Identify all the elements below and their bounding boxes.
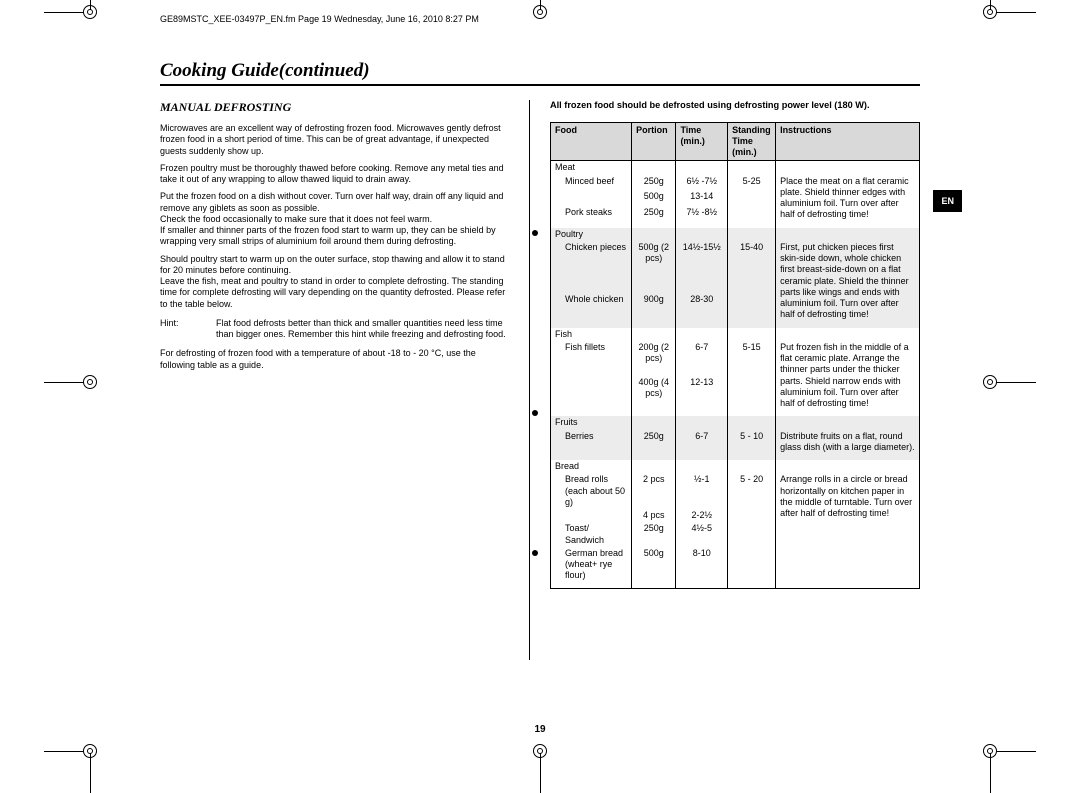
body-text: Frozen poultry must be thoroughly thawed… xyxy=(160,163,511,186)
body-text: Should poultry start to warm up on the o… xyxy=(160,254,511,277)
table-cell: 5 - 10 xyxy=(728,430,776,455)
hint-body: Flat food defrosts better than thick and… xyxy=(216,318,511,341)
body-text: Leave the fish, meat and poultry to stan… xyxy=(160,276,511,310)
body-text: If smaller and thinner parts of the froz… xyxy=(160,225,511,248)
crop-mark xyxy=(978,0,1002,24)
table-cell: 400g (4 pcs) xyxy=(632,376,676,411)
table-cell: 6½ -7½ xyxy=(676,175,728,191)
hint-label: Hint: xyxy=(160,318,216,341)
table-header: Standing Time(min.) xyxy=(728,122,776,161)
table-cell: 200g (2 pcs) xyxy=(632,341,676,376)
table-cell xyxy=(728,509,776,522)
table-cell: 15-40 xyxy=(728,241,776,293)
crop-mark xyxy=(978,739,1002,763)
table-cell: 6-7 xyxy=(676,430,728,455)
crop-mark xyxy=(978,370,1002,394)
table-cell: 28-30 xyxy=(676,293,728,321)
table-cell: ½-1 xyxy=(676,473,728,509)
table-cell: 4½-5 xyxy=(676,522,728,547)
table-instructions: Distribute fruits on a flat, round glass… xyxy=(776,430,920,455)
table-cell: 4 pcs xyxy=(632,509,676,522)
table-header: Portion xyxy=(632,122,676,161)
table-cell: 12-13 xyxy=(676,376,728,411)
crop-mark xyxy=(78,370,102,394)
table-group: Meat xyxy=(550,161,631,175)
page-number: 19 xyxy=(534,724,545,735)
table-cell: 900g xyxy=(632,293,676,321)
table-cell: 500g xyxy=(632,547,676,583)
table-cell: Minced beef xyxy=(550,175,631,191)
table-cell: Pork steaks xyxy=(550,206,631,222)
table-group: Poultry xyxy=(550,228,631,241)
table-group: Fruits xyxy=(550,416,631,429)
table-cell xyxy=(728,547,776,583)
section-heading: MANUAL DEFROSTING xyxy=(160,100,511,115)
content: Cooking Guide(continued) EN MANUAL DEFRO… xyxy=(160,60,920,733)
table-intro: All frozen food should be defrosted usin… xyxy=(550,100,920,112)
table-instructions: First, put chicken pieces first skin-sid… xyxy=(776,241,920,322)
table-cell xyxy=(728,190,776,206)
table-cell: 250g xyxy=(632,175,676,191)
table-header: Food xyxy=(550,122,631,161)
table-cell: 500g xyxy=(632,190,676,206)
table-header: Instructions xyxy=(776,122,920,161)
table-cell: 8-10 xyxy=(676,547,728,583)
table-cell xyxy=(550,376,631,411)
table-cell: Chicken pieces xyxy=(550,241,631,293)
crop-mark xyxy=(78,739,102,763)
body-text: Microwaves are an excellent way of defro… xyxy=(160,123,511,157)
table-instructions: Place the meat on a flat ceramic plate. … xyxy=(776,175,920,222)
table-cell xyxy=(728,522,776,547)
table-group: Fish xyxy=(550,328,631,341)
table-cell: Toast/ Sandwich xyxy=(550,522,631,547)
table-cell xyxy=(550,509,631,522)
table-cell xyxy=(728,206,776,222)
hint: Hint: Flat food defrosts better than thi… xyxy=(160,318,511,341)
language-tab: EN xyxy=(933,190,962,212)
table-cell: 250g xyxy=(632,522,676,547)
table-instructions: Put frozen fish in the middle of a flat … xyxy=(776,341,920,411)
table-cell: German bread (wheat+ rye flour) xyxy=(550,547,631,583)
body-text: For defrosting of frozen food with a tem… xyxy=(160,348,511,371)
table-cell: 5 - 20 xyxy=(728,473,776,509)
crop-mark xyxy=(78,0,102,24)
table-cell: Whole chicken xyxy=(550,293,631,321)
fm-header: GE89MSTC_XEE-03497P_EN.fm Page 19 Wednes… xyxy=(120,10,960,28)
table-instructions: Arrange rolls in a circle or bread horiz… xyxy=(776,473,920,582)
right-column: All frozen food should be defrosted usin… xyxy=(536,100,920,660)
body-text: Check the food occasionally to make sure… xyxy=(160,214,511,225)
table-cell: 2 pcs xyxy=(632,473,676,509)
table-cell: 2-2½ xyxy=(676,509,728,522)
table-cell xyxy=(550,190,631,206)
table-cell: 6-7 xyxy=(676,341,728,376)
table-header: Time(min.) xyxy=(676,122,728,161)
table-group: Bread xyxy=(550,460,631,473)
table-cell: Fish fillets xyxy=(550,341,631,376)
table-cell: 250g xyxy=(632,430,676,455)
table-cell: 250g xyxy=(632,206,676,222)
table-cell: 5-15 xyxy=(728,341,776,376)
page-title: Cooking Guide(continued) xyxy=(160,60,920,86)
table-cell: 7½ -8½ xyxy=(676,206,728,222)
column-divider xyxy=(529,100,530,660)
defrost-table: FoodPortionTime(min.)Standing Time(min.)… xyxy=(550,122,920,589)
table-cell: 14½-15½ xyxy=(676,241,728,293)
table-cell xyxy=(728,293,776,321)
table-cell: 5-25 xyxy=(728,175,776,191)
table-cell: Bread rolls (each about 50 g) xyxy=(550,473,631,509)
left-column: MANUAL DEFROSTING Microwaves are an exce… xyxy=(160,100,529,660)
table-cell xyxy=(728,376,776,411)
table-cell: Berries xyxy=(550,430,631,455)
body-text: Put the frozen food on a dish without co… xyxy=(160,191,511,214)
table-cell: 500g (2 pcs) xyxy=(632,241,676,293)
page: GE89MSTC_XEE-03497P_EN.fm Page 19 Wednes… xyxy=(120,10,960,753)
table-cell: 13-14 xyxy=(676,190,728,206)
